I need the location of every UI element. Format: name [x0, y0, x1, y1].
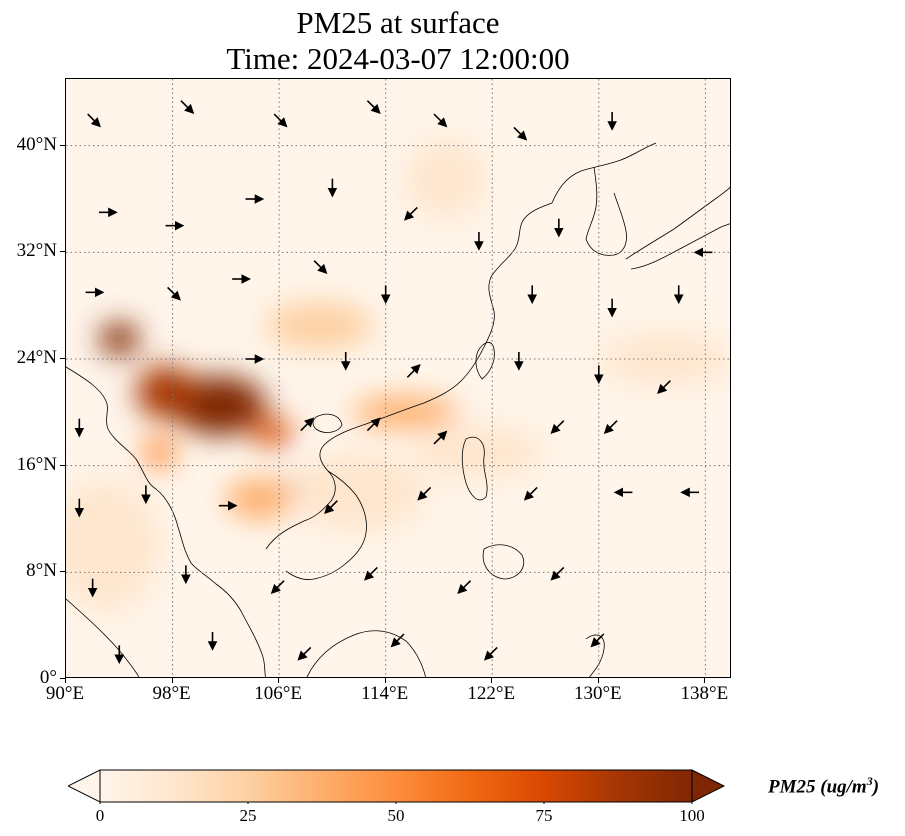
wind-arrow: [403, 206, 418, 221]
lon-tick-label: 114°E: [361, 683, 409, 704]
colorbar-tick-label: 50: [387, 806, 405, 825]
lat-tick-label: 40°N: [16, 133, 57, 155]
colorbar-tick-label: 75: [535, 806, 553, 825]
wind-arrow: [603, 420, 618, 435]
lon-tick-label: 130°E: [573, 683, 622, 704]
coastline-bohai: [551, 142, 657, 204]
graticule: [66, 79, 730, 677]
wind-arrow: [657, 380, 671, 395]
map-subtitle-time: Time: 2024-03-07 12:00:00: [226, 41, 570, 76]
colorbar-title: PM25 (ug/m3): [768, 774, 880, 798]
lon-tick: [171, 678, 173, 683]
colorbar-gradient: [99, 769, 693, 803]
coastline-sulawesi: [585, 634, 605, 677]
lat-tick: [60, 358, 65, 359]
lon-tick-label: 138°E: [680, 683, 729, 704]
wind-arrow: [366, 417, 381, 432]
lat-tick: [60, 678, 65, 679]
pm25-hotspot: [172, 376, 266, 435]
map-canvas: [66, 79, 730, 677]
wind-arrow: [523, 486, 538, 501]
wind-arrow: [590, 633, 605, 648]
coastline-indochina: [265, 202, 553, 550]
pm25-hotspot: [412, 425, 546, 480]
lon-tick: [65, 678, 66, 683]
pm25-field: [66, 139, 730, 613]
wind-arrow: [364, 566, 378, 581]
wind-arrow: [180, 100, 195, 115]
coastline-japan: [625, 186, 730, 260]
pm25-hotspot: [143, 436, 176, 469]
pm25-hotspot: [265, 301, 373, 350]
map-title: PM25 at surface: [296, 5, 500, 40]
colorbar: [68, 769, 726, 804]
pm25-hotspot: [99, 323, 140, 355]
colorbar-tick-label: 0: [95, 806, 105, 825]
coastline-sumatra: [66, 598, 140, 677]
pm25-hotspot: [598, 332, 730, 386]
lat-tick-label: 24°N: [16, 347, 57, 368]
wind-arrow: [167, 286, 181, 301]
pm25-hotspot: [225, 479, 293, 519]
colorbar-extend-max: [691, 769, 726, 803]
lat-tick: [60, 251, 65, 253]
coastline-japan-south: [630, 223, 730, 270]
wind-vectors: [74, 100, 713, 665]
wind-arrow: [313, 260, 328, 275]
wind-arrow: [300, 417, 315, 432]
wind-arrow: [433, 113, 448, 128]
pm25-hotspot: [252, 419, 293, 446]
lon-tick-label: 90°E: [45, 683, 85, 704]
pm25-hotspot: [66, 479, 160, 613]
lon-tick: [491, 678, 493, 683]
wind-arrow: [417, 486, 432, 501]
coastline-taiwan: [475, 342, 495, 380]
coastlines: [66, 142, 730, 677]
lat-tick: [60, 464, 65, 466]
map-panel[interactable]: [65, 78, 731, 678]
wind-arrow: [550, 566, 565, 581]
wind-arrow: [433, 430, 448, 445]
wind-arrow: [324, 500, 338, 515]
lat-tick-label: 8°N: [26, 560, 57, 582]
coastline-vietnam: [285, 470, 367, 580]
coastline-mainland: [66, 366, 266, 677]
lon-tick: [597, 678, 599, 683]
wind-arrow: [87, 113, 101, 128]
wind-arrow: [406, 363, 421, 378]
lon-tick: [384, 678, 386, 683]
colorbar-ticks: [99, 802, 693, 804]
wind-arrow: [270, 580, 285, 595]
colorbar-tick-label: 100: [679, 806, 705, 825]
wind-arrow: [550, 420, 565, 435]
pm25-hotspot: [292, 452, 426, 533]
lat-tick-label: 16°N: [16, 453, 57, 475]
wind-arrow: [457, 580, 472, 595]
pm25-hotspot: [405, 139, 486, 219]
lat-tick: [60, 144, 65, 146]
wind-arrow: [483, 646, 498, 661]
coastline-korea: [585, 166, 627, 256]
lat-tick-label: 32°N: [16, 240, 57, 262]
lat-tick: [60, 571, 65, 573]
pm25-hotspot: [136, 365, 196, 420]
coastline-luzon: [461, 436, 488, 501]
colorbar-tick-label: 25: [239, 806, 257, 825]
lon-tick-label: 122°E: [467, 683, 516, 704]
wind-arrow: [297, 646, 312, 661]
lat-tick-label: 0°: [39, 667, 57, 688]
coastline-borneo: [306, 630, 426, 677]
lon-tick: [704, 678, 706, 683]
lon-tick-label: 106°E: [254, 683, 302, 704]
wind-arrow: [273, 113, 288, 128]
coastline-mindanao: [482, 544, 525, 580]
lon-tick: [278, 678, 280, 683]
wind-arrow: [366, 100, 381, 115]
wind-arrow: [390, 633, 405, 648]
wind-arrow: [513, 126, 528, 141]
colorbar-extend-min: [68, 769, 101, 803]
lon-tick-label: 98°E: [152, 683, 191, 704]
